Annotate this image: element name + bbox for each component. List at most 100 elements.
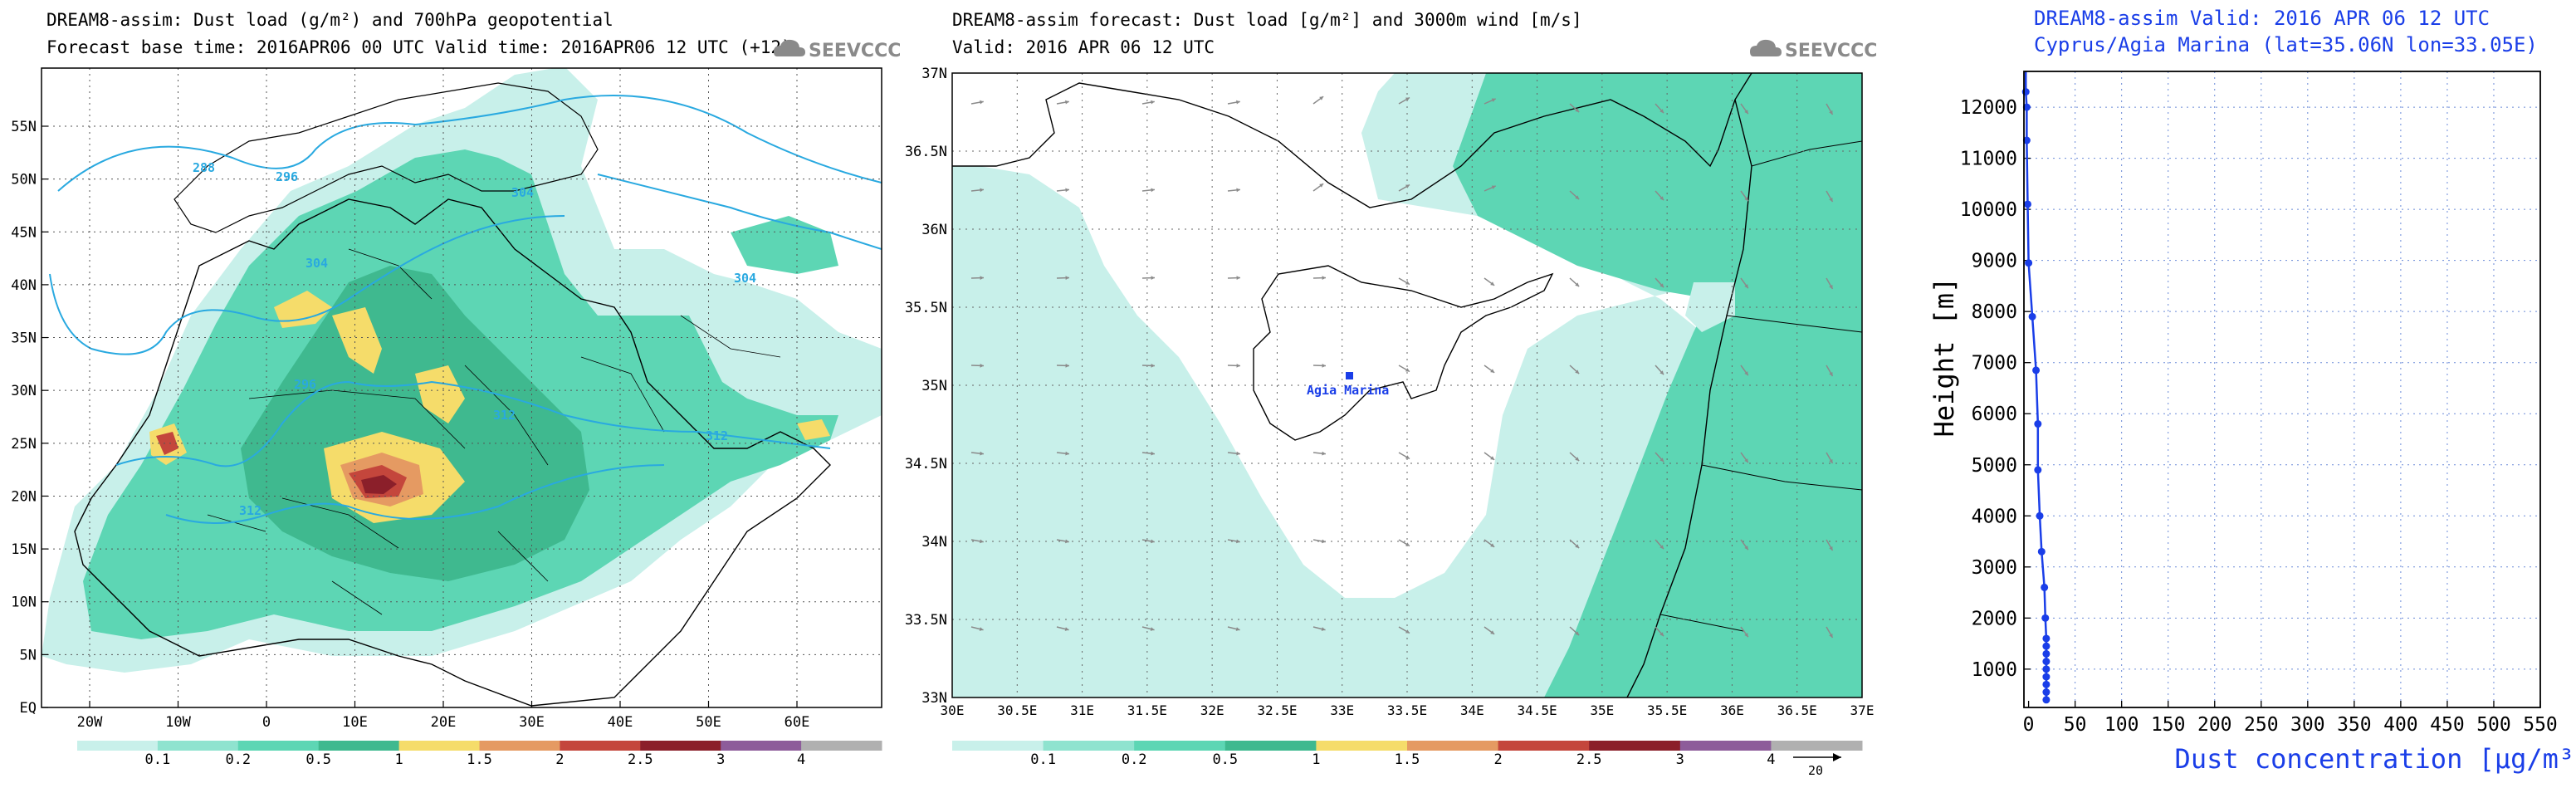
lon-label: 37E bbox=[1850, 702, 1875, 718]
lon-label: 60E bbox=[785, 714, 810, 731]
y-tick-label: 5000 bbox=[1972, 455, 2017, 477]
dust-1.5-area-a bbox=[274, 291, 332, 328]
wind-arrowhead bbox=[1236, 451, 1240, 456]
contour-label: 312 bbox=[706, 428, 728, 443]
dust-0.5-area bbox=[1453, 73, 1862, 697]
lat-label: 40N bbox=[11, 277, 37, 294]
colorbar-label: 0.5 bbox=[1212, 751, 1238, 768]
profile-point bbox=[2042, 642, 2051, 650]
wind-arrowhead bbox=[1236, 363, 1240, 368]
wind-arrowhead bbox=[1744, 546, 1748, 551]
profile-point bbox=[2028, 312, 2036, 321]
wind-arrowhead bbox=[1405, 281, 1410, 285]
lat-label: 30N bbox=[11, 383, 37, 399]
profile-point bbox=[2021, 88, 2030, 96]
colorbar-label: 1.5 bbox=[1395, 751, 1420, 768]
lat-label: 36.5N bbox=[905, 144, 947, 160]
contour-label: 296 bbox=[294, 377, 316, 392]
y-tick-label: 10000 bbox=[1960, 199, 2017, 221]
lat-label: 34N bbox=[921, 534, 947, 551]
wind-arrowhead bbox=[1744, 371, 1748, 376]
map1-lat-labels: 55N 50N 45N 40N 35N 30N 25N 20N 15N 10N 5N EQ bbox=[11, 119, 48, 717]
x-tick-label: 100 bbox=[2104, 714, 2139, 736]
wind-arrowhead bbox=[980, 276, 984, 281]
x-tick-label: 350 bbox=[2337, 714, 2372, 736]
profile-point bbox=[2042, 665, 2051, 673]
lon-label: 31.5E bbox=[1127, 702, 1167, 718]
lon-label: 40E bbox=[608, 714, 633, 731]
map1-europe-coast bbox=[174, 82, 599, 233]
lon-label: 10E bbox=[342, 714, 368, 731]
profile-point bbox=[2025, 259, 2033, 267]
wind-arrowhead bbox=[1744, 458, 1748, 463]
wind-arrowhead bbox=[1151, 188, 1155, 193]
map2-plot: Agia Marina bbox=[952, 73, 1862, 697]
wind-arrowhead bbox=[1065, 539, 1069, 544]
lat-label: 35N bbox=[921, 378, 947, 394]
dust-0.1-band bbox=[1361, 73, 1486, 199]
colorbar-swatch bbox=[721, 741, 802, 751]
wind-arrowhead bbox=[1490, 630, 1495, 634]
colorbar-swatch bbox=[1498, 741, 1590, 751]
contour-label: 288 bbox=[193, 160, 215, 175]
panel-vertical-profile: DREAM8-assim Valid: 2016 APR 06 12 UTC C… bbox=[1928, 7, 2576, 775]
wind-arrowhead bbox=[1151, 451, 1155, 456]
map1-lon-labels: 20W 10W 0 10E 20E 30E 40E 50E 60E bbox=[77, 701, 810, 731]
contour-label: 312 bbox=[239, 503, 262, 518]
wind-arrowhead bbox=[1659, 109, 1664, 114]
wind-arrowhead bbox=[1575, 108, 1580, 113]
y-axis-label: Height [m] bbox=[1928, 277, 1960, 438]
cyprus-coastline bbox=[1253, 265, 1554, 441]
wind-reference: 20 bbox=[1793, 753, 1841, 778]
map1-subtitle: Forecast base time: 2016APR06 00 UTC Val… bbox=[46, 37, 792, 57]
colorbar-label: 2.5 bbox=[628, 751, 653, 768]
wind-arrowhead bbox=[1405, 629, 1410, 634]
dust-2-area-west bbox=[156, 432, 178, 455]
lon-label: 36E bbox=[1720, 702, 1744, 718]
profile-frame bbox=[2023, 71, 2541, 708]
map1-colorbar: 0.1 0.2 0.5 1 1.5 2 2.5 3 4 bbox=[77, 741, 882, 768]
dust-1-area bbox=[241, 266, 589, 581]
profile-title: DREAM8-assim Valid: 2016 APR 06 12 UTC bbox=[2034, 7, 2490, 30]
colorbar-swatch bbox=[77, 741, 159, 751]
profile-point bbox=[2034, 466, 2042, 474]
wind-arrowhead bbox=[1744, 197, 1748, 202]
wind-arrowhead bbox=[1829, 110, 1833, 115]
seevccc-logo: SEEVCCC bbox=[1750, 39, 1877, 61]
colorbar-label: 0.2 bbox=[1122, 751, 1147, 768]
y-tick-label: 2000 bbox=[1972, 608, 2017, 629]
lon-label: 20W bbox=[77, 714, 103, 731]
wind-arrowhead bbox=[1659, 196, 1664, 201]
wind-vectors bbox=[970, 95, 1834, 639]
lat-label: 33.5N bbox=[905, 612, 947, 629]
colorbar-label: 1.5 bbox=[467, 751, 492, 768]
lon-label: 32E bbox=[1200, 702, 1224, 718]
agia-marina-station-marker bbox=[1346, 372, 1353, 379]
lon-label: 32.5E bbox=[1257, 702, 1297, 718]
y-tick-label: 4000 bbox=[1972, 506, 2017, 527]
colorbar-swatch bbox=[560, 741, 641, 751]
x-tick-label: 450 bbox=[2430, 714, 2465, 736]
colorbar-label: 0.1 bbox=[145, 751, 171, 768]
profile-point bbox=[2041, 583, 2049, 591]
panel-dust-load-map: DREAM8-assim: Dust load (g/m²) and 700hP… bbox=[11, 10, 901, 768]
y-tick-label: 12000 bbox=[1960, 97, 2017, 119]
colorbar-swatch bbox=[398, 741, 480, 751]
contour-label: 296 bbox=[276, 169, 298, 184]
lon-label: 35.5E bbox=[1647, 702, 1687, 718]
wind-arrowhead bbox=[1829, 284, 1833, 289]
dust-0.2-area-east bbox=[731, 216, 838, 274]
colorbar-swatch bbox=[1679, 741, 1772, 751]
lon-label: 0 bbox=[262, 714, 271, 731]
wind-arrowhead bbox=[1659, 632, 1664, 637]
lat-label: 20N bbox=[11, 488, 37, 505]
wind-arrowhead bbox=[1065, 276, 1069, 281]
x-tick-label: 0 bbox=[2023, 714, 2035, 736]
profile-point bbox=[2041, 614, 2050, 622]
x-tick-label: 550 bbox=[2523, 714, 2558, 736]
colorbar-label: 1 bbox=[1312, 751, 1320, 768]
y-tick-label: 6000 bbox=[1972, 404, 2017, 425]
colorbar-swatch bbox=[157, 741, 239, 751]
lat-label: 35.5N bbox=[905, 300, 947, 316]
wind-arrowhead bbox=[1575, 631, 1580, 636]
